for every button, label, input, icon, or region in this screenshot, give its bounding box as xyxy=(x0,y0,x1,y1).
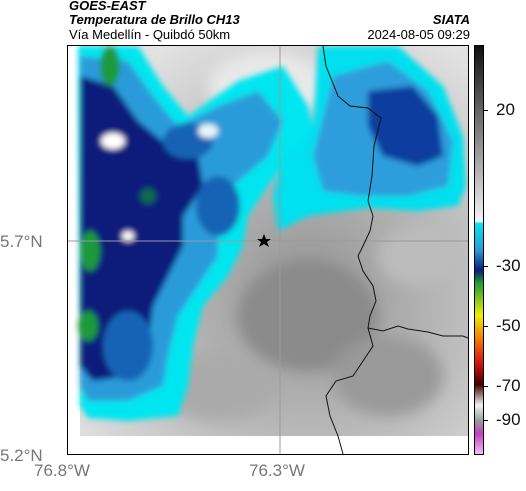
colorbar xyxy=(474,45,484,455)
agency-name: SIATA xyxy=(432,12,470,27)
colorbar-label-minus50: -50 xyxy=(496,316,521,335)
colorbar-label-minus30: -30 xyxy=(496,256,521,275)
colorbar-tick xyxy=(484,420,488,421)
lon-label-768: 76.8°W xyxy=(34,461,90,480)
colorbar-label-20: 20 xyxy=(496,100,515,119)
route-subtitle: Vía Medellín - Quibdó 50km xyxy=(69,27,231,42)
satellite-map[interactable] xyxy=(67,45,469,455)
colorbar-label-minus90: -90 xyxy=(496,410,521,429)
lat-label-52: 5.2°N xyxy=(0,446,43,465)
timestamp: 2024-08-05 09:29 xyxy=(367,27,470,42)
no-data-left xyxy=(68,46,80,454)
colorbar-tick xyxy=(484,266,488,267)
lat-label-57: 5.7°N xyxy=(0,232,43,251)
no-data-strip xyxy=(68,436,468,454)
border-line-east xyxy=(322,46,468,339)
colorbar-tick xyxy=(484,386,488,387)
lon-label-763: 76.3°W xyxy=(249,461,305,480)
star-icon[interactable] xyxy=(257,234,271,247)
colorbar-tick xyxy=(484,110,488,111)
product-title: Temperatura de Brillo CH13 xyxy=(69,12,240,27)
border-line-south xyxy=(325,327,374,454)
map-canvas xyxy=(68,46,468,454)
colorbar-tick xyxy=(484,326,488,327)
colorbar-label-minus70: -70 xyxy=(496,376,521,395)
cold-cloud-field xyxy=(78,46,466,421)
satellite-name: GOES-EAST xyxy=(69,0,146,13)
